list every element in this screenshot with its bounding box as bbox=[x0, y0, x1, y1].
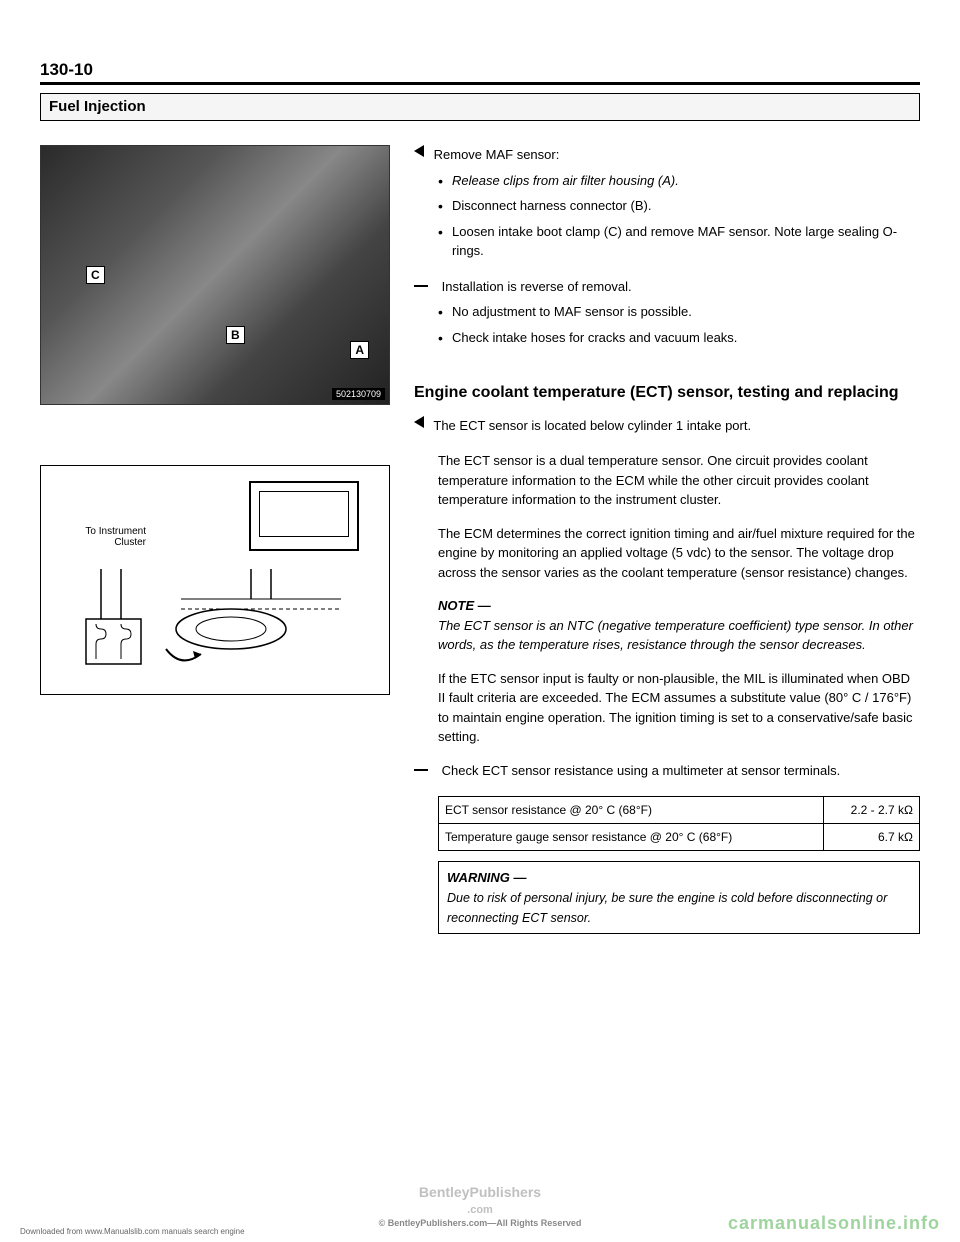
list-item: Release clips from air filter housing (A… bbox=[438, 171, 920, 191]
ect-subsection-title: Engine coolant temperature (ECT) sensor,… bbox=[414, 383, 920, 404]
footer-dotcom: .com bbox=[467, 1204, 493, 1216]
ect-p1: The ECT sensor is a dual temperature sen… bbox=[414, 451, 920, 510]
sensor-sketch bbox=[81, 569, 351, 679]
ect-check-step: Check ECT sensor resistance using a mult… bbox=[442, 763, 841, 778]
footer-brand: BentleyPublishers bbox=[419, 1184, 541, 1200]
pointer-icon bbox=[414, 145, 424, 157]
dash-icon bbox=[414, 769, 428, 771]
photo-label-a: A bbox=[350, 341, 369, 359]
header-rule bbox=[40, 82, 920, 85]
ect-p3: If the ETC sensor input is faulty or non… bbox=[414, 669, 920, 747]
photo-label-c: C bbox=[86, 266, 105, 284]
table-row: Temperature gauge sensor resistance @ 20… bbox=[439, 824, 920, 851]
maf-remove-bullets: Release clips from air filter housing (A… bbox=[414, 171, 920, 261]
ect-p2: The ECM determines the correct ignition … bbox=[414, 524, 920, 583]
spec-label: ECT sensor resistance @ 20° C (68°F) bbox=[439, 797, 824, 824]
spec-value: 2.2 - 2.7 kΩ bbox=[823, 797, 920, 824]
section-title: Fuel Injection bbox=[49, 98, 146, 115]
diagram-label-line1: To Instrument bbox=[85, 526, 146, 537]
list-item: Loosen intake boot clamp (C) and remove … bbox=[438, 222, 920, 261]
ect-wiring-diagram: To Instrument Cluster bbox=[40, 465, 390, 695]
maf-install-heading: Installation is reverse of removal. bbox=[442, 279, 632, 294]
list-item: No adjustment to MAF sensor is possible. bbox=[438, 302, 920, 322]
note-label: NOTE — bbox=[438, 598, 491, 613]
dash-icon bbox=[414, 285, 428, 287]
table-row: ECT sensor resistance @ 20° C (68°F) 2.2… bbox=[439, 797, 920, 824]
warning-box: WARNING — Due to risk of personal injury… bbox=[438, 861, 920, 934]
list-item: Disconnect harness connector (B). bbox=[438, 196, 920, 216]
ect-intro: The ECT sensor is located below cylinder… bbox=[433, 418, 751, 433]
list-item: Check intake hoses for cracks and vacuum… bbox=[438, 328, 920, 348]
spec-table: ECT sensor resistance @ 20° C (68°F) 2.2… bbox=[438, 796, 920, 851]
section-header-box: Fuel Injection bbox=[40, 93, 920, 121]
photo-id-overlay: 502130709 bbox=[332, 388, 385, 400]
maf-remove-heading: Remove MAF sensor: bbox=[434, 147, 560, 162]
diagram-label: To Instrument Cluster bbox=[66, 526, 146, 548]
warning-label: WARNING — bbox=[447, 870, 526, 885]
warning-text: Due to risk of personal injury, be sure … bbox=[447, 891, 887, 925]
maf-install-bullets: No adjustment to MAF sensor is possible.… bbox=[414, 302, 920, 347]
ecu-box bbox=[249, 481, 359, 551]
pointer-icon bbox=[414, 416, 424, 428]
diagram-label-line2: Cluster bbox=[114, 537, 146, 548]
spec-value: 6.7 kΩ bbox=[823, 824, 920, 851]
page-number: 130-10 bbox=[40, 60, 920, 80]
download-note: Downloaded from www.Manualslib.com manua… bbox=[20, 1227, 245, 1236]
spec-label: Temperature gauge sensor resistance @ 20… bbox=[439, 824, 824, 851]
maf-sensor-photo: C B A 502130709 bbox=[40, 145, 390, 405]
photo-label-b: B bbox=[226, 326, 245, 344]
note-text: The ECT sensor is an NTC (negative tempe… bbox=[438, 618, 913, 653]
watermark: carmanualsonline.info bbox=[728, 1213, 940, 1234]
